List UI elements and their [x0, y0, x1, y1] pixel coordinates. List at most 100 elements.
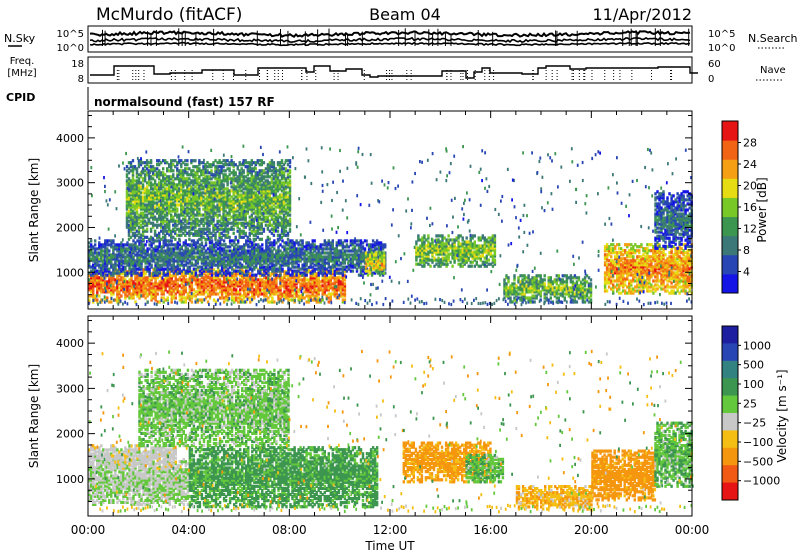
echo-cell [149, 197, 153, 201]
echo-cell [192, 207, 195, 211]
echo-cell [131, 191, 135, 195]
echo-cell [170, 197, 173, 201]
echo-cell [129, 209, 133, 213]
echo-cell [102, 265, 105, 269]
echo-cell [247, 245, 250, 249]
echo-cell [353, 263, 357, 267]
echo-cell [190, 179, 193, 183]
echo-cell [202, 269, 206, 273]
echo-cell [194, 181, 197, 185]
echo-cell [234, 195, 237, 199]
echo-cell [263, 261, 266, 265]
echo-cell [241, 268, 244, 272]
echo-cell [190, 276, 194, 280]
echo-cell [357, 243, 361, 247]
echo-cell [194, 199, 197, 203]
echo-cell [269, 253, 272, 257]
echo-cell [226, 288, 230, 292]
echo-cell [224, 259, 228, 263]
echo-cell [228, 253, 232, 257]
echo-cell [291, 280, 294, 284]
echo-cell [259, 282, 262, 286]
echo-cell [174, 265, 177, 269]
echo-cell [255, 290, 258, 294]
echo-cell [118, 267, 121, 271]
echo-cell [178, 195, 181, 199]
echo-cell [301, 284, 304, 288]
echo-cell [283, 296, 286, 300]
echo-cell [303, 255, 306, 259]
echo-cell [355, 257, 359, 261]
echo-cell [321, 278, 324, 282]
echo-cell [313, 282, 316, 286]
echo-cell [129, 193, 133, 197]
echo-cell [210, 187, 213, 191]
echo-cell [220, 179, 223, 183]
echo-cell [233, 296, 236, 300]
echo-cell [301, 243, 304, 247]
echo-cell [150, 296, 153, 300]
echo-cell [102, 290, 105, 294]
echo-cell [313, 253, 316, 257]
echo-cell [149, 211, 153, 215]
echo-cell [281, 253, 284, 257]
echo-cell [100, 269, 103, 273]
echo-cell [154, 294, 157, 298]
echo-cell [166, 213, 169, 217]
echo-cell [145, 223, 149, 227]
echo-cell [151, 169, 155, 173]
echo-cell [289, 292, 292, 296]
echo-cell [190, 207, 193, 211]
echo-cell [359, 241, 363, 245]
echo-cell [224, 225, 227, 229]
echo-cell [295, 282, 298, 286]
echo-cell [245, 278, 248, 282]
echo-cell [127, 233, 131, 237]
echo-cell [172, 243, 175, 247]
echo-cell [180, 255, 183, 259]
echo-cell [222, 282, 226, 286]
echo-cell [170, 189, 173, 193]
echo-cell [218, 257, 222, 261]
echo-cell [168, 261, 171, 265]
echo-cell [267, 296, 270, 300]
echo-cell [160, 272, 163, 276]
echo-cell [137, 199, 141, 203]
echo-cell [218, 259, 222, 263]
echo-cell [162, 211, 165, 215]
echo-cell [299, 239, 302, 243]
echo-cell [158, 159, 161, 163]
echo-cell [156, 189, 159, 193]
echo-cell [230, 189, 233, 193]
echo-cell [293, 282, 296, 286]
echo-cell [160, 197, 163, 201]
echo-cell [192, 165, 195, 169]
echo-cell [285, 296, 288, 300]
echo-cell [236, 185, 239, 189]
echo-cell [313, 257, 316, 261]
echo-cell [129, 205, 133, 209]
echo-cell [349, 269, 353, 273]
echo-cell [145, 163, 149, 167]
echo-cell [367, 245, 371, 249]
echo-cell [178, 173, 181, 177]
echo-cell [154, 253, 157, 257]
echo-cell [331, 239, 334, 243]
echo-cell [285, 241, 288, 245]
echo-cell [226, 269, 230, 273]
echo-cell [196, 177, 199, 181]
echo-cell [178, 221, 181, 225]
echo-cell [234, 163, 237, 167]
echo-cell [279, 294, 282, 298]
echo-cell [257, 282, 260, 286]
echo-cell [130, 282, 133, 286]
echo-cell [190, 253, 194, 257]
echo-cell [176, 193, 179, 197]
echo-cell [293, 241, 296, 245]
echo-cell [210, 203, 213, 207]
echo-cell [141, 233, 145, 237]
echo-cell [192, 270, 196, 274]
echo-cell [164, 261, 167, 265]
echo-cell [150, 274, 153, 278]
echo-cell [160, 292, 163, 296]
